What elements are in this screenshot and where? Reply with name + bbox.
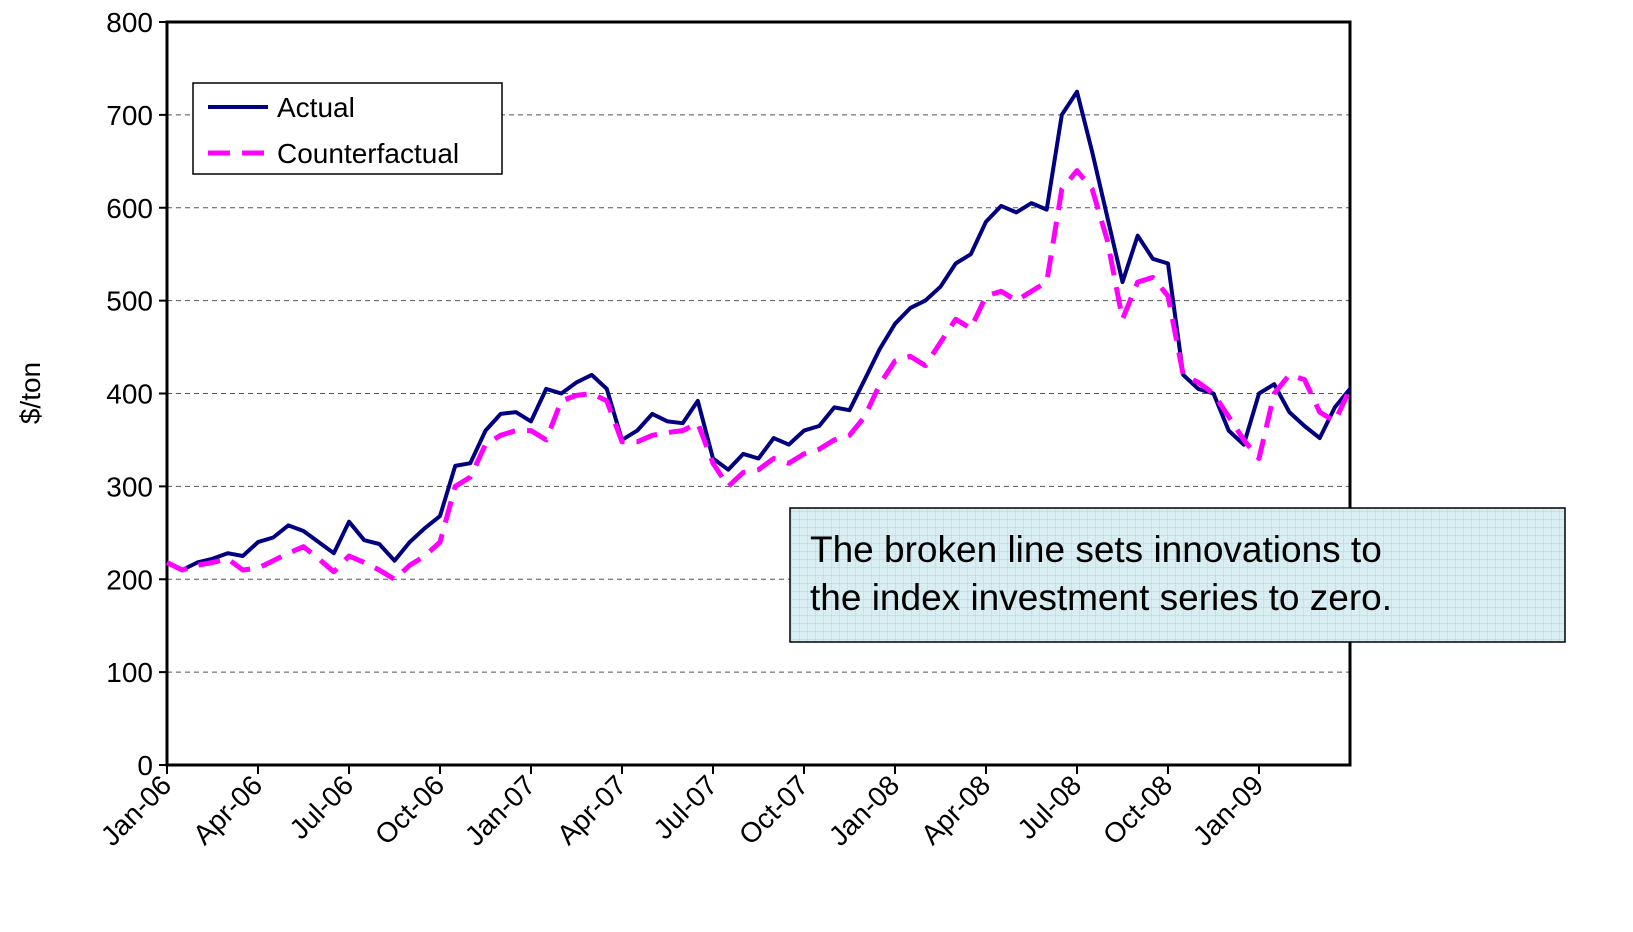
x-tick-label: Oct-07	[733, 769, 814, 850]
x-tick-label: Apr-08	[915, 769, 996, 850]
y-tick-label: 600	[106, 193, 153, 224]
y-tick-label: 800	[106, 7, 153, 38]
x-tick-label: Jul-06	[283, 769, 359, 845]
y-tick-label: 0	[137, 750, 153, 781]
legend-box	[192, 82, 503, 175]
series-line	[166, 89, 1352, 572]
x-tick-label: Apr-06	[187, 769, 268, 850]
plot-area	[165, 20, 1352, 767]
y-tick-label: 500	[106, 286, 153, 317]
annotation-text: The broken line sets innovations to	[810, 529, 1382, 570]
annotation-text: the index investment series to zero.	[810, 577, 1392, 618]
x-tick-label: Jan-08	[823, 769, 905, 851]
y-tick-label: 700	[106, 100, 153, 131]
y-axis-label: $/ton	[15, 362, 46, 424]
annotation-box	[789, 507, 1566, 643]
y-tick-label: 100	[106, 657, 153, 688]
x-tick-label: Oct-06	[369, 769, 450, 850]
legend-label: Actual	[277, 92, 355, 123]
x-tick-label: Jan-06	[95, 769, 177, 851]
series-line	[165, 168, 1353, 582]
x-tick-label: Jan-07	[459, 769, 541, 851]
x-tick-label: Apr-07	[551, 769, 632, 850]
x-tick-label: Jan-09	[1187, 769, 1269, 851]
legend-label: Counterfactual	[277, 138, 459, 169]
x-tick-label: Oct-08	[1097, 769, 1178, 850]
x-tick-label: Jul-08	[1011, 769, 1087, 845]
x-tick-label: Jul-07	[647, 769, 723, 845]
y-tick-label: 400	[106, 379, 153, 410]
y-tick-label: 300	[106, 471, 153, 502]
y-tick-label: 200	[106, 564, 153, 595]
